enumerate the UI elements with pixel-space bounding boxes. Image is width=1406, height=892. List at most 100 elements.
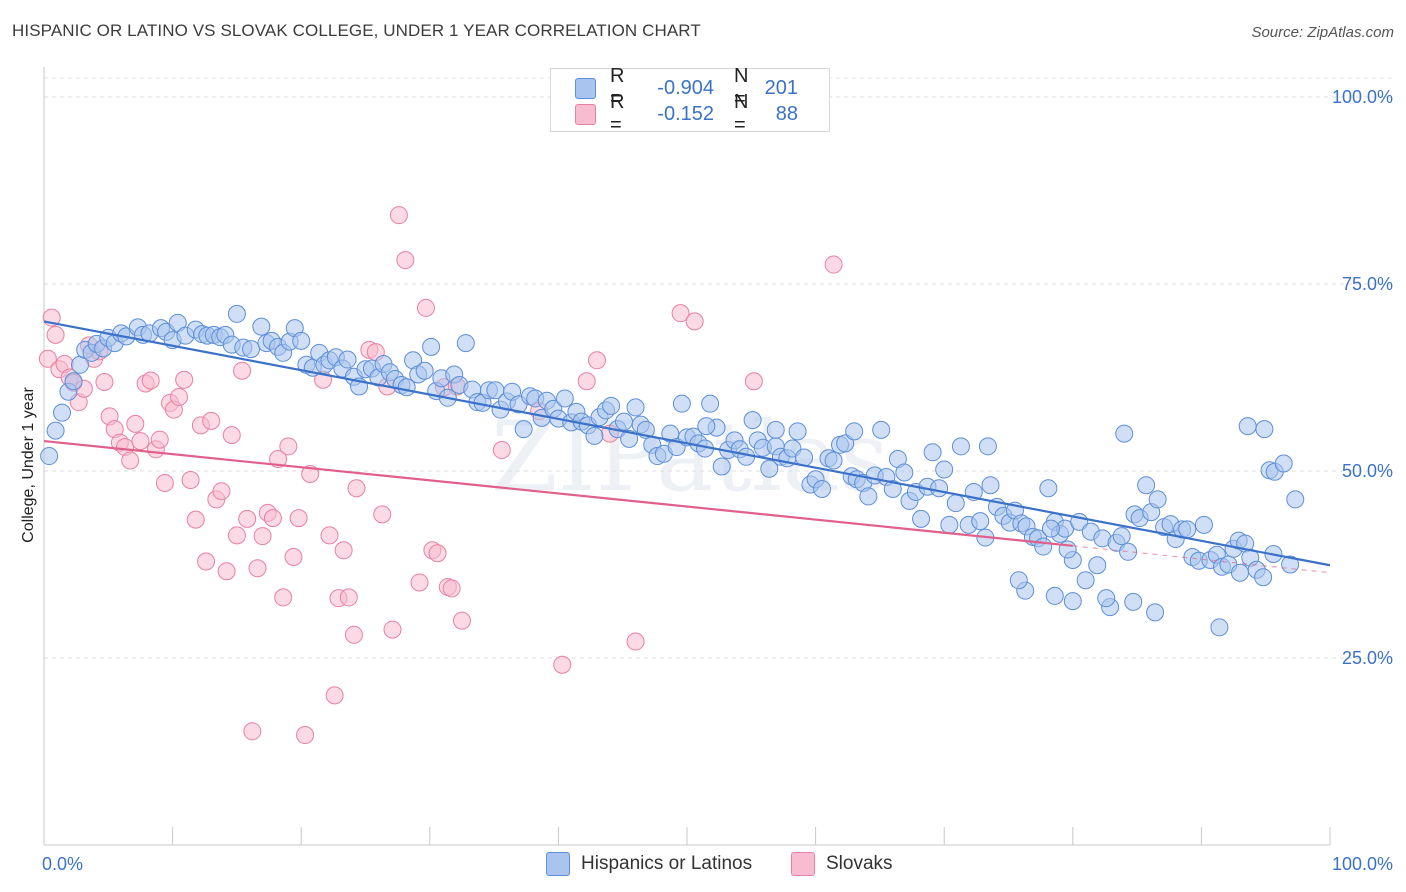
- data-point: [930, 479, 949, 498]
- data-point: [620, 429, 639, 448]
- data-point: [233, 361, 252, 380]
- data-point: [252, 317, 271, 336]
- data-point: [344, 625, 363, 644]
- data-point: [1034, 537, 1053, 556]
- data-point: [1009, 571, 1028, 590]
- data-point: [339, 588, 358, 607]
- data-point: [40, 447, 59, 466]
- data-point: [175, 370, 194, 389]
- legend-n-value: 88: [775, 102, 798, 125]
- legend-n-value: 201: [764, 76, 798, 99]
- data-point: [492, 441, 511, 460]
- data-point: [940, 515, 959, 534]
- data-point: [602, 396, 621, 415]
- y-tick-label: 25.0%: [1342, 648, 1393, 668]
- data-point: [197, 552, 216, 571]
- data-point: [422, 337, 441, 356]
- data-point: [788, 422, 807, 441]
- data-point: [981, 476, 1000, 495]
- data-point: [170, 387, 189, 406]
- data-point: [415, 361, 434, 380]
- data-point: [186, 510, 205, 529]
- data-point: [334, 541, 353, 560]
- data-point: [978, 437, 997, 456]
- data-point: [217, 562, 236, 581]
- legend-row-slovaks: R = -0.152 N = 88: [575, 91, 798, 136]
- bottom-legend-slovaks: Slovaks: [791, 852, 893, 876]
- data-point: [946, 494, 965, 513]
- data-point: [121, 451, 140, 470]
- data-point: [712, 457, 731, 476]
- data-point: [626, 632, 645, 651]
- stats-legend: R = -0.904 N = 201 R = -0.152 N = 88: [550, 65, 830, 136]
- bottom-legend-hispanics: Hispanics or Latinos: [546, 852, 752, 876]
- data-point: [222, 426, 241, 445]
- bottom-legend-label-hispanics: Hispanics or Latinos: [581, 853, 753, 874]
- legend-r-value: -0.904: [657, 76, 714, 99]
- data-point: [263, 509, 282, 528]
- data-point: [296, 726, 315, 745]
- data-point: [1137, 476, 1156, 495]
- data-point: [242, 340, 261, 359]
- data-point: [872, 420, 891, 439]
- data-point: [416, 298, 435, 317]
- legend-row-hispanics: R = -0.904 N = 201: [575, 65, 798, 110]
- data-point: [181, 470, 200, 489]
- data-point: [1039, 479, 1058, 498]
- data-point: [951, 437, 970, 456]
- y-tick-label: 100.0%: [1332, 87, 1393, 107]
- trend-lines: [43, 320, 1331, 574]
- data-point: [442, 579, 461, 598]
- legend-r-label: R =: [610, 91, 625, 136]
- data-point: [935, 460, 954, 479]
- y-tick-label: 50.0%: [1342, 461, 1393, 481]
- x-tick-label: 100.0%: [1332, 854, 1393, 874]
- data-point: [813, 479, 832, 498]
- data-point: [1178, 520, 1197, 539]
- data-point: [895, 463, 914, 482]
- data-point: [1076, 571, 1095, 590]
- legend-n-label: N =: [734, 91, 749, 136]
- legend-r-value: -0.152: [657, 102, 714, 125]
- data-point: [279, 437, 298, 456]
- data-point: [1230, 563, 1249, 582]
- x-tick-label: 0.0%: [42, 854, 83, 874]
- data-point: [1254, 568, 1273, 587]
- data-point: [269, 450, 288, 469]
- data-point: [1045, 586, 1064, 605]
- data-point: [1041, 519, 1060, 538]
- data-point: [766, 420, 785, 439]
- data-point: [883, 479, 902, 498]
- data-point: [971, 512, 990, 531]
- data-point: [1238, 417, 1257, 436]
- data-point: [64, 372, 83, 391]
- data-point: [38, 349, 57, 368]
- series-hispanics-points: [40, 304, 1305, 637]
- data-point: [131, 432, 150, 451]
- chart-title: HISPANIC OR LATINO VS SLOVAK COLLEGE, UN…: [12, 21, 701, 40]
- data-point: [672, 394, 691, 413]
- data-point: [671, 304, 690, 323]
- data-point: [845, 422, 864, 441]
- data-point: [95, 372, 114, 391]
- data-point: [585, 426, 604, 445]
- data-point: [383, 620, 402, 639]
- data-point: [289, 509, 308, 528]
- data-point: [912, 509, 931, 528]
- data-point: [212, 482, 231, 501]
- data-point: [685, 312, 704, 331]
- y-tick-label: 75.0%: [1342, 274, 1393, 294]
- data-point: [824, 451, 843, 470]
- data-point: [743, 411, 762, 430]
- data-point: [760, 459, 779, 478]
- data-point: [155, 473, 174, 492]
- legend-swatch-slovaks: [575, 103, 596, 125]
- data-point: [238, 509, 257, 528]
- data-point: [428, 544, 447, 563]
- data-point: [923, 443, 942, 462]
- data-point: [836, 434, 855, 453]
- tick-labels: 100.0% 75.0% 50.0% 25.0% 0.0% 100.0%: [42, 87, 1393, 874]
- data-point: [253, 527, 272, 546]
- data-point: [1119, 542, 1138, 561]
